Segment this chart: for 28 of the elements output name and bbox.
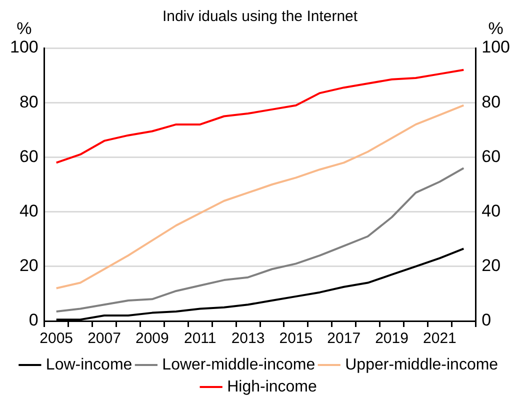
y2-tick-label: 60 — [482, 146, 501, 166]
y2-tick-label: 100 — [482, 38, 510, 57]
x-tick-label: 2019 — [375, 330, 408, 348]
legend-label: Low-income — [46, 356, 132, 374]
legend-label: Lower-middle-income — [162, 356, 316, 374]
x-tick-label: 2015 — [279, 330, 313, 348]
y2-tick-label: 80 — [482, 92, 501, 112]
x-tick-label: 2007 — [88, 330, 121, 348]
y-axis-title: % — [16, 19, 32, 38]
y-tick-label: 0 — [28, 310, 38, 330]
y2-tick-label: 20 — [482, 256, 501, 276]
x-tick-label: 2017 — [327, 330, 361, 348]
legend-label: Upper-middle-income — [345, 356, 498, 374]
y-tick-label: 80 — [19, 92, 38, 112]
x-tick-label: 2009 — [135, 330, 169, 348]
y-tick-label: 20 — [19, 256, 38, 276]
x-tick-label: 2011 — [184, 330, 216, 348]
legend-label: High-income — [227, 378, 318, 396]
x-tick-label: 2021 — [423, 330, 456, 348]
y-tick-label: 100 — [10, 38, 38, 57]
y2-axis-title: % — [488, 19, 504, 38]
y2-tick-label: 0 — [482, 310, 492, 330]
y-tick-label: 40 — [19, 201, 38, 220]
x-tick-label: 2005 — [40, 330, 74, 348]
y2-tick-label: 40 — [482, 201, 501, 220]
chart-title: Indiv iduals using the Internet — [162, 8, 358, 26]
y-tick-label: 60 — [19, 146, 38, 166]
x-tick-label: 2013 — [231, 330, 265, 348]
